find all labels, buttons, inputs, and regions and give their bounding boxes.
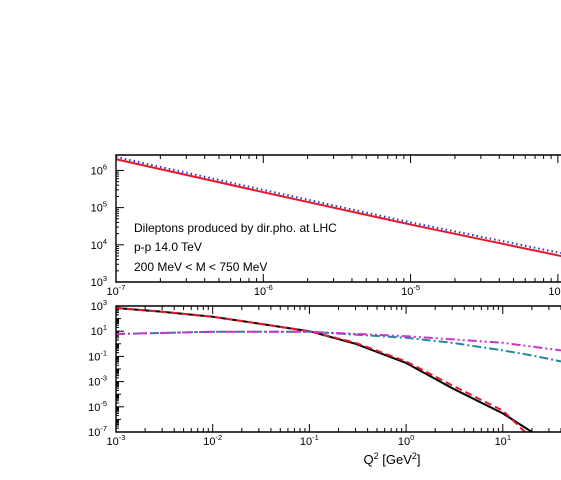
annotation-text: p-p 14.0 TeV — [134, 240, 202, 254]
series-line-2 — [116, 306, 526, 432]
bottom-panel: 10-3 10-2 10-1 100 10110-710-510-310-1101103… — [88, 298, 561, 467]
plot-frame — [115, 154, 561, 283]
series-line-1 — [116, 158, 561, 258]
annotation-text: Dileptons produced by dir.pho. at LHC — [134, 221, 337, 235]
x-tick-label: 10-4 — [548, 283, 561, 298]
series-group — [116, 156, 561, 258]
plot-frame — [115, 305, 561, 433]
series-line-2 — [116, 156, 561, 255]
series-group — [116, 306, 561, 432]
x-axis-title: Q2 [GeV2] — [363, 451, 420, 467]
series-line-3 — [116, 330, 561, 363]
series-line-4 — [116, 330, 561, 352]
annotation-text: 200 MeV < M < 750 MeV — [134, 260, 267, 274]
